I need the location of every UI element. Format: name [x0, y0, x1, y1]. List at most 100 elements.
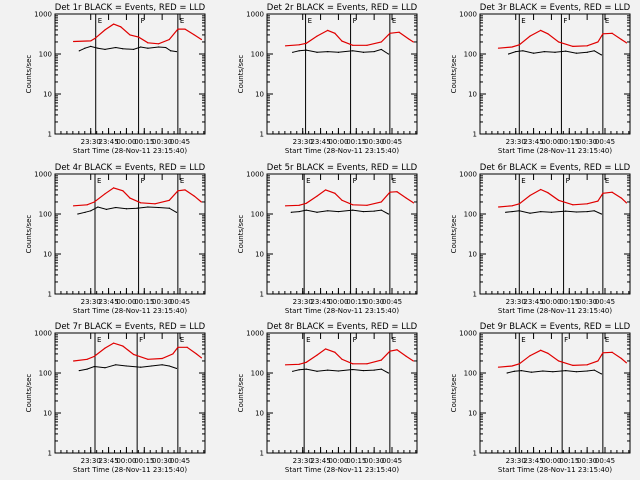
panel-det-2: Det 2r BLACK = Events, RED = LLD 1 10 100 10…	[237, 3, 418, 155]
panel-det-3: Det 3r BLACK = Events, RED = LLD 1 10 100 10…	[450, 3, 631, 155]
series-lld	[285, 189, 414, 207]
marker-label-F: F	[139, 336, 143, 344]
x-tick-label: 00:15	[134, 298, 154, 306]
point-lld	[389, 32, 391, 34]
point-lld	[284, 205, 287, 207]
x-tick-label: 00:15	[559, 138, 579, 146]
point-events	[150, 365, 153, 367]
series-lld	[73, 342, 202, 362]
x-tick-label: 23:45	[98, 457, 118, 465]
point-lld	[341, 199, 343, 201]
plot-frame	[479, 13, 631, 135]
point-events	[586, 370, 588, 372]
point-lld	[511, 205, 513, 207]
x-tick-label: 00:00	[116, 298, 136, 306]
point-lld	[93, 201, 95, 203]
point-lld	[122, 345, 124, 347]
point-lld	[620, 357, 623, 360]
point-lld	[305, 361, 307, 363]
marker-label-F: F	[564, 336, 568, 344]
marker-label-E: E	[392, 17, 396, 25]
point-events	[93, 365, 95, 368]
x-tick-label: 00:30	[577, 138, 597, 146]
point-lld	[284, 364, 287, 366]
point-events	[305, 368, 307, 370]
point-lld	[586, 45, 588, 47]
marker-label-F: F	[353, 177, 357, 185]
point-events	[136, 207, 138, 209]
point-events	[373, 50, 375, 53]
point-lld	[396, 349, 398, 351]
y-tick-label: 1000	[459, 11, 477, 19]
point-lld	[529, 194, 531, 197]
point-events	[125, 208, 128, 210]
x-tick-label: 00:30	[152, 138, 172, 146]
point-events	[84, 211, 86, 213]
point-events	[362, 369, 365, 372]
x-tick-label: 23:45	[523, 457, 543, 465]
x-tick-label: 23:30	[81, 298, 101, 306]
point-events	[565, 210, 567, 212]
panel-det-6: Det 6r BLACK = Events, RED = LLD 1 10 100 10…	[450, 163, 631, 315]
point-lld	[547, 33, 549, 35]
point-events	[586, 210, 588, 213]
marker-label-E: E	[521, 177, 525, 185]
point-events	[506, 372, 508, 374]
x-tick-label: 23:45	[310, 298, 330, 306]
point-lld	[572, 204, 574, 206]
point-events	[140, 46, 142, 48]
marker-label-F: F	[563, 17, 567, 25]
panel-title: Det 8r BLACK = Events, RED = LLD	[267, 322, 418, 332]
marker-label-E: E	[180, 17, 184, 25]
point-lld	[557, 199, 560, 201]
point-events	[105, 208, 108, 211]
x-tick-label: 00:45	[170, 298, 190, 306]
point-lld	[366, 363, 368, 365]
point-events	[147, 206, 149, 208]
point-events	[122, 48, 124, 50]
point-events	[86, 368, 88, 370]
x-tick-label: 00:15	[346, 457, 366, 465]
point-lld	[154, 203, 156, 205]
marker-label-F: F	[353, 336, 357, 344]
point-lld	[172, 353, 174, 355]
point-lld	[140, 202, 142, 204]
point-lld	[518, 363, 520, 365]
point-lld	[72, 40, 75, 43]
point-events	[305, 209, 307, 211]
point-events	[507, 53, 510, 55]
point-events	[600, 54, 603, 56]
y-tick-label: 1	[260, 291, 264, 299]
y-axis-label: Counts/sec	[237, 215, 245, 254]
y-tick-label: 1	[473, 291, 477, 299]
y-tick-label: 1000	[34, 171, 52, 179]
y-tick-label: 1000	[246, 171, 264, 179]
x-tick-label: 00:30	[364, 298, 384, 306]
y-axis-label: Counts/sec	[450, 374, 458, 413]
point-lld	[305, 42, 307, 44]
point-lld	[497, 366, 500, 368]
y-axis-label: Counts/sec	[450, 55, 458, 94]
panel-title: Det 9r BLACK = Events, RED = LLD	[480, 322, 631, 332]
x-tick-label: 00:00	[328, 457, 348, 465]
point-lld	[380, 201, 382, 203]
point-lld	[396, 191, 398, 193]
point-lld	[380, 359, 382, 361]
point-lld	[597, 360, 599, 362]
point-lld	[200, 201, 203, 203]
point-lld	[407, 38, 410, 40]
point-lld	[602, 33, 604, 35]
point-lld	[177, 190, 179, 192]
x-axis-label: Start Time (28-Nov-11 23:15:40)	[498, 307, 612, 315]
point-events	[380, 209, 382, 211]
point-lld	[547, 352, 549, 354]
y-tick-label: 100	[251, 370, 264, 378]
point-events	[97, 47, 99, 49]
point-events	[600, 373, 603, 375]
point-events	[84, 47, 86, 49]
y-tick-label: 100	[39, 370, 52, 378]
point-lld	[366, 204, 368, 206]
point-lld	[352, 204, 354, 206]
y-tick-label: 1	[48, 450, 52, 458]
